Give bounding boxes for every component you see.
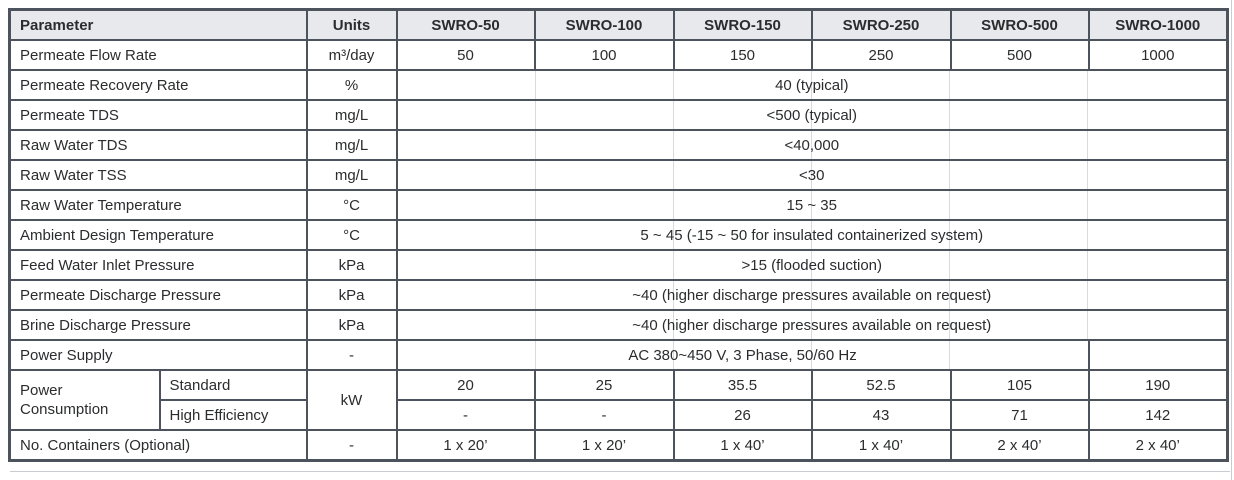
value-cell: - [533,399,675,431]
value-cell: 1 x 20’ [395,429,536,462]
row-label: Raw Water TDS [8,129,308,161]
unit-cell: m³/day [305,39,398,71]
value-cell: 1 x 40’ [810,429,952,462]
value-cell: 20 [395,369,536,401]
table-row-containers: No. Containers (Optional) - 1 x 20’ 1 x … [8,429,1229,462]
swro-spec-table: Parameter Units SWRO-50 SWRO-100 SWRO-15… [8,8,1230,462]
table-row-ambient-design-temperature: Ambient Design Temperature °C 5 ~ 45 (-1… [8,219,1229,251]
unit-cell: mg/L [305,159,398,191]
column-header-swro-100: SWRO-100 [533,8,675,41]
column-header-parameter: Parameter [8,8,308,41]
table-row-power-supply: Power Supply - AC 380~450 V, 3 Phase, 50… [8,339,1229,371]
sub-row-label: Standard [158,369,308,401]
unit-cell: kW [305,369,398,431]
value-cell: 26 [672,399,813,431]
value-cell: 105 [949,369,1090,401]
table-header-row: Parameter Units SWRO-50 SWRO-100 SWRO-15… [8,8,1229,41]
value-cell: 1 x 40’ [672,429,813,462]
row-label: Power Supply [8,339,308,371]
merged-value-cell: 15 ~ 35 [395,189,1229,221]
table-row-raw-water-tds: Raw Water TDS mg/L <40,000 [8,129,1229,161]
column-header-swro-500: SWRO-500 [949,8,1090,41]
value-cell: 50 [395,39,536,71]
row-label: No. Containers (Optional) [8,429,308,462]
table-row-permeate-recovery-rate: Permeate Recovery Rate % 40 (typical) [8,69,1229,101]
power-supply-empty-cell [1087,339,1229,371]
row-label: Brine Discharge Pressure [8,309,308,341]
merged-value-cell: ~40 (higher discharge pressures availabl… [395,309,1229,341]
value-cell: 142 [1087,399,1229,431]
column-header-swro-150: SWRO-150 [672,8,813,41]
value-cell: - [395,399,536,431]
table-row-permeate-discharge-pressure: Permeate Discharge Pressure kPa ~40 (hig… [8,279,1229,311]
column-header-swro-250: SWRO-250 [810,8,952,41]
unit-cell: °C [305,219,398,251]
value-cell: 52.5 [810,369,952,401]
merged-value-cell: <500 (typical) [395,99,1229,131]
value-cell: 150 [672,39,813,71]
value-cell: 1 x 20’ [533,429,675,462]
page-edge-line-right [1231,0,1232,480]
merged-value-cell: 5 ~ 45 (-15 ~ 50 for insulated container… [395,219,1229,251]
row-label: Permeate TDS [8,99,308,131]
row-label: Ambient Design Temperature [8,219,308,251]
row-label: Permeate Recovery Rate [8,69,308,101]
unit-cell: - [305,339,398,371]
unit-cell: % [305,69,398,101]
value-cell: 35.5 [672,369,813,401]
merged-value-cell: <40,000 [395,129,1229,161]
value-cell: 25 [533,369,675,401]
merged-value-cell: AC 380~450 V, 3 Phase, 50/60 Hz [395,339,1090,371]
column-header-swro-50: SWRO-50 [395,8,536,41]
table-row-permeate-tds: Permeate TDS mg/L <500 (typical) [8,99,1229,131]
page-edge-line-bottom [10,471,1230,472]
row-label: Permeate Flow Rate [8,39,308,71]
table-row-raw-water-tss: Raw Water TSS mg/L <30 [8,159,1229,191]
table-row-feed-water-inlet-pressure: Feed Water Inlet Pressure kPa >15 (flood… [8,249,1229,281]
table-row-brine-discharge-pressure: Brine Discharge Pressure kPa ~40 (higher… [8,309,1229,341]
value-cell: 2 x 40’ [949,429,1090,462]
value-cell: 190 [1087,369,1229,401]
table-row-raw-water-temperature: Raw Water Temperature °C 15 ~ 35 [8,189,1229,221]
unit-cell: - [305,429,398,462]
unit-cell: mg/L [305,129,398,161]
row-label: Raw Water TSS [8,159,308,191]
value-cell: 43 [810,399,952,431]
column-header-units: Units [305,8,398,41]
column-header-swro-1000: SWRO-1000 [1087,8,1229,41]
table-row-permeate-flow-rate: Permeate Flow Rate m³/day 50 100 150 250… [8,39,1229,71]
value-cell: 250 [810,39,952,71]
table-row-power-consumption-standard: Power Consumption Standard kW 20 25 35.5… [8,369,1229,431]
row-label: Feed Water Inlet Pressure [8,249,308,281]
unit-cell: kPa [305,279,398,311]
sub-row-label: High Efficiency [158,399,308,431]
unit-cell: °C [305,189,398,221]
unit-cell: kPa [305,249,398,281]
value-cell: 500 [949,39,1090,71]
merged-value-cell: <30 [395,159,1229,191]
merged-value-cell: ~40 (higher discharge pressures availabl… [395,279,1229,311]
value-cell: 1000 [1087,39,1229,71]
row-label: Power Consumption [8,369,161,431]
unit-cell: kPa [305,309,398,341]
row-label: Permeate Discharge Pressure [8,279,308,311]
table-row-power-consumption-high-efficiency: High Efficiency - - 26 43 71 142 [10,399,1229,431]
value-cell: 71 [949,399,1090,431]
unit-cell: mg/L [305,99,398,131]
value-cell: 100 [533,39,675,71]
value-cell: 2 x 40’ [1087,429,1229,462]
merged-value-cell: >15 (flooded suction) [395,249,1229,281]
row-label: Raw Water Temperature [8,189,308,221]
merged-value-cell: 40 (typical) [395,69,1229,101]
